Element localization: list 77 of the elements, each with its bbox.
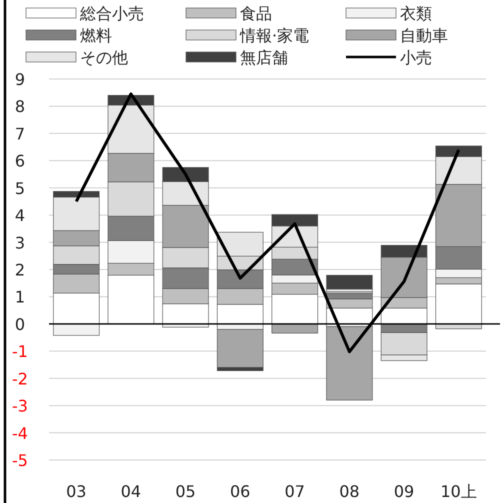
- y-tick-label: -1: [12, 342, 28, 362]
- bar: [108, 262, 154, 276]
- bar: [216, 232, 264, 256]
- legend-label: 情報·家電: [239, 26, 310, 45]
- x-tick-label: 07: [284, 482, 305, 501]
- bar: [53, 324, 100, 336]
- y-tick-label: 4: [14, 206, 26, 226]
- bar: [216, 329, 264, 368]
- x-tick-label: 04: [120, 482, 142, 501]
- bar: [162, 247, 209, 268]
- y-tick-label: 3: [14, 233, 26, 252]
- bar: [326, 298, 373, 308]
- y-tick-label: -4: [12, 424, 28, 443]
- x-tick-label: 08: [339, 482, 360, 501]
- bar: [380, 354, 428, 361]
- bar: [53, 196, 100, 231]
- y-tick-label: -3: [12, 396, 28, 416]
- bar: [53, 246, 100, 265]
- legend-label: 衣類: [400, 4, 432, 23]
- bar: [162, 288, 209, 304]
- bar: [53, 230, 100, 246]
- bar: [162, 181, 209, 206]
- bar: [108, 104, 154, 154]
- bar: [435, 268, 482, 278]
- bar: [53, 191, 100, 198]
- y-tick-label: 7: [14, 124, 26, 144]
- x-tick-label: 10上: [440, 482, 477, 501]
- y-tick-label: 0: [14, 314, 26, 334]
- y-tick-label: 8: [14, 97, 26, 116]
- bar: [216, 269, 264, 289]
- bar: [435, 246, 482, 270]
- bar: [435, 156, 482, 185]
- bar: [380, 308, 428, 324]
- bar: [108, 240, 154, 264]
- y-tick-label: 1: [14, 288, 26, 307]
- y-tick-label: 9: [14, 70, 26, 89]
- legend-label: 燃料: [80, 26, 112, 45]
- bar: [380, 244, 428, 258]
- bar: [53, 274, 100, 294]
- y-tick-label: 6: [14, 152, 26, 171]
- x-tick-label: 09: [394, 482, 414, 501]
- bar: [216, 288, 264, 305]
- legend-label: 小売: [400, 48, 432, 67]
- bar: [272, 294, 318, 324]
- bar: [435, 146, 482, 157]
- x-tick-label: 06: [230, 482, 250, 501]
- bar: [380, 256, 428, 298]
- legend-label: 自動車: [400, 26, 448, 45]
- bar: [162, 268, 209, 289]
- bar: [53, 292, 100, 324]
- bar: [326, 326, 373, 400]
- y-tick-label: -5: [12, 451, 28, 470]
- bar: [216, 367, 264, 372]
- bar: [272, 258, 318, 276]
- x-tick-label: 05: [175, 482, 196, 501]
- x-tick-label: 03: [66, 482, 86, 501]
- legend-label: 食品: [240, 4, 272, 23]
- bar: [108, 274, 154, 324]
- y-tick-label: 2: [14, 260, 26, 280]
- bar: [272, 214, 318, 226]
- bar: [162, 167, 209, 182]
- y-tick-label: -2: [12, 369, 28, 388]
- bar: [108, 216, 154, 241]
- legend-label: その他: [80, 48, 128, 67]
- bar: [435, 184, 482, 247]
- bar: [162, 204, 209, 248]
- bar: [435, 284, 482, 324]
- bar: [108, 152, 154, 182]
- bar: [216, 304, 264, 324]
- legend-label: 総合小売: [79, 4, 144, 23]
- bar: [272, 324, 318, 334]
- bar: [162, 303, 209, 324]
- bar: [326, 274, 373, 290]
- y-tick-label: 5: [14, 178, 26, 198]
- legend-label: 無店舗: [240, 48, 288, 67]
- bar: [53, 264, 100, 274]
- bar: [272, 282, 318, 295]
